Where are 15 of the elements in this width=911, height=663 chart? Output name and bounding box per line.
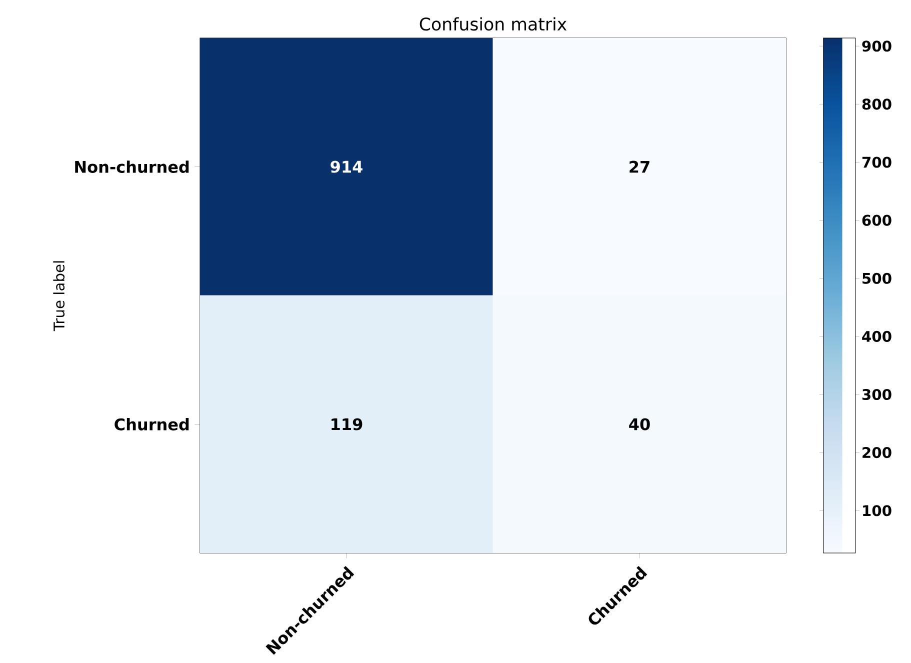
chart-title: Confusion matrix [420,17,567,31]
color-bar-label: 800 [862,98,892,110]
color-bar-label: 400 [862,330,892,342]
data-label: 27 [630,160,650,173]
data-label: 40 [629,418,650,430]
color-bar-label: 500 [862,272,892,284]
color-bar-label: 700 [862,156,892,168]
color-bar-label: 200 [862,447,892,458]
data-label: 914 [330,160,362,173]
color-bar-label: 900 [862,40,892,52]
color-bar-label: 600 [862,214,892,226]
color-bar-label: 300 [862,388,892,400]
data-label: 119 [332,418,362,430]
y-axis-title: True label [53,261,65,332]
color-bar-label: 100 [863,505,892,516]
